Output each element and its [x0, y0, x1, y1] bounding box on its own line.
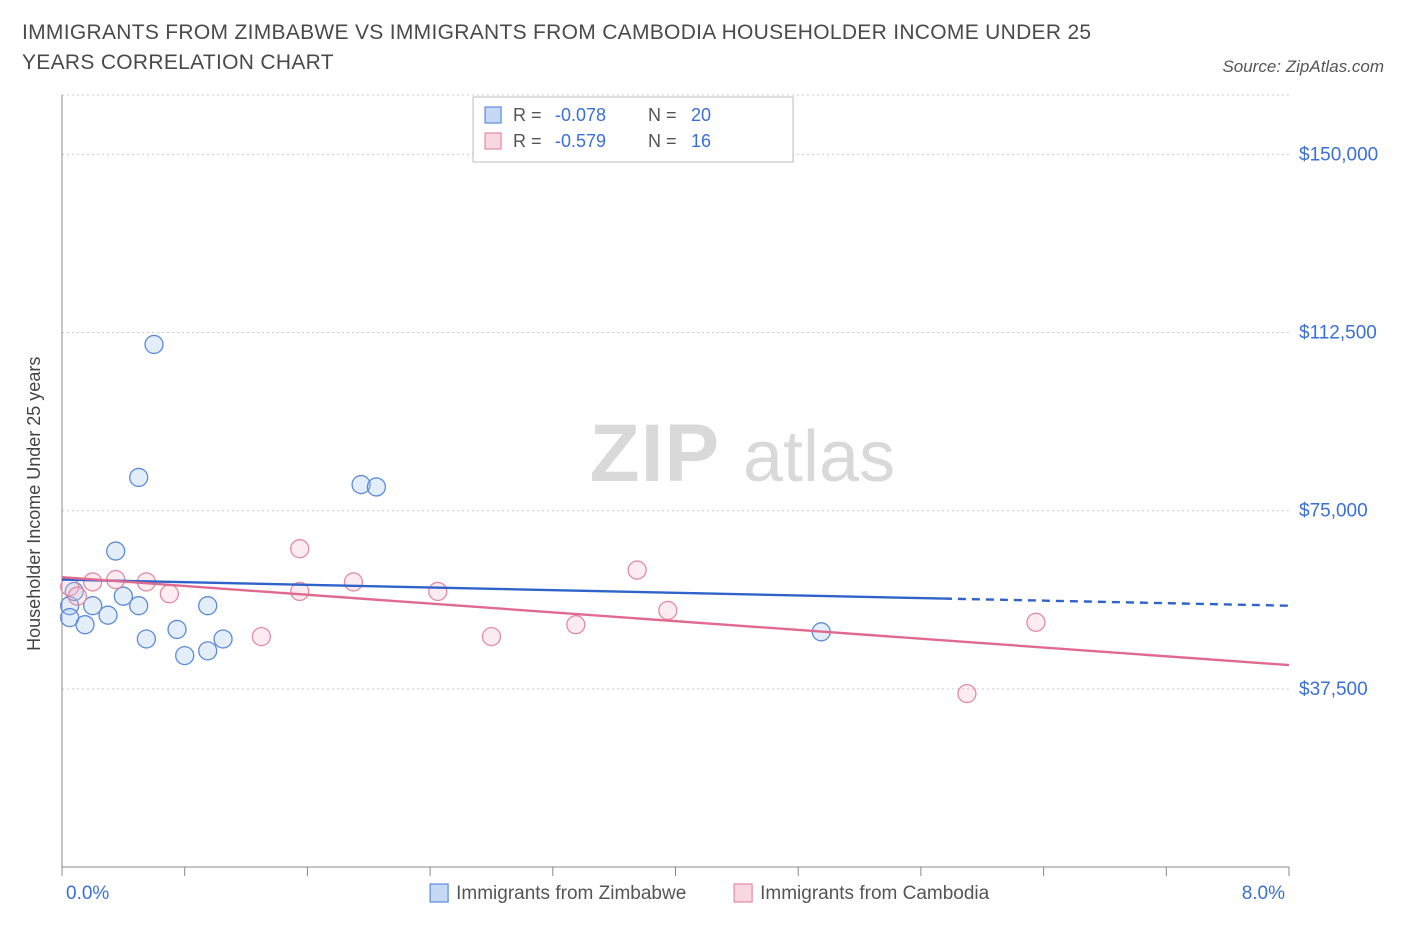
legend-swatch: [734, 884, 752, 902]
source-prefix: Source:: [1222, 57, 1285, 76]
source-label: Source: ZipAtlas.com: [1222, 57, 1384, 79]
y-tick-label: $112,500: [1299, 322, 1377, 343]
scatter-point: [214, 630, 232, 648]
y-tick-label: $150,000: [1299, 144, 1378, 165]
scatter-point: [291, 540, 309, 558]
scatter-point: [84, 573, 102, 591]
scatter-point: [137, 630, 155, 648]
legend-n-label: N =: [648, 105, 677, 125]
scatter-point: [168, 620, 186, 638]
scatter-point: [482, 627, 500, 645]
scatter-point: [429, 582, 447, 600]
legend-n-label: N =: [648, 131, 677, 151]
legend-r-value: -0.579: [555, 131, 606, 151]
scatter-point: [199, 642, 217, 660]
x-tick-label: 0.0%: [66, 883, 109, 904]
scatter-point: [99, 606, 117, 624]
scatter-point: [252, 627, 270, 645]
y-tick-label: $75,000: [1299, 501, 1368, 522]
scatter-point: [1027, 613, 1045, 631]
chart-header: IMMIGRANTS FROM ZIMBABWE VS IMMIGRANTS F…: [0, 0, 1406, 79]
scatter-point: [958, 684, 976, 702]
scatter-point: [68, 587, 86, 605]
legend-r-value: -0.078: [555, 105, 606, 125]
scatter-point: [628, 561, 646, 579]
scatter-point: [76, 616, 94, 634]
y-axis-title: Householder Income Under 25 years: [24, 357, 44, 651]
scatter-point: [567, 616, 585, 634]
scatter-point: [107, 542, 125, 560]
watermark-zip: ZIP: [590, 408, 721, 499]
legend-swatch: [485, 133, 501, 149]
scatter-chart: ZIP atlas 0.0% 8.0% $37,500 $75,000 $112,500 $1…: [22, 87, 1384, 927]
scatter-point: [176, 646, 194, 664]
scatter-point: [367, 478, 385, 496]
y-tick-label: $37,500: [1299, 679, 1368, 700]
scatter-point: [344, 573, 362, 591]
legend-swatch: [485, 107, 501, 123]
chart-title: IMMIGRANTS FROM ZIMBABWE VS IMMIGRANTS F…: [22, 18, 1122, 79]
trend-line: [62, 579, 944, 598]
trend-line-extrapolated: [944, 598, 1289, 605]
scatter-point: [130, 468, 148, 486]
legend-r-label: R =: [513, 131, 542, 151]
scatter-point: [145, 335, 163, 353]
trend-line: [62, 577, 1289, 665]
scatter-point: [199, 597, 217, 615]
scatter-point: [160, 585, 178, 603]
legend-series-label: Immigrants from Zimbabwe: [456, 883, 686, 904]
legend-swatch: [430, 884, 448, 902]
legend-n-value: 20: [691, 105, 711, 125]
source-name: ZipAtlas.com: [1286, 57, 1384, 76]
watermark-atlas: atlas: [743, 417, 895, 497]
x-tick-label: 8.0%: [1242, 883, 1285, 904]
scatter-point: [659, 601, 677, 619]
legend-series-label: Immigrants from Cambodia: [760, 883, 990, 904]
scatter-point: [130, 597, 148, 615]
chart-container: ZIP atlas 0.0% 8.0% $37,500 $75,000 $112,500 $1…: [22, 87, 1384, 927]
legend-r-label: R =: [513, 105, 542, 125]
legend-n-value: 16: [691, 131, 711, 151]
